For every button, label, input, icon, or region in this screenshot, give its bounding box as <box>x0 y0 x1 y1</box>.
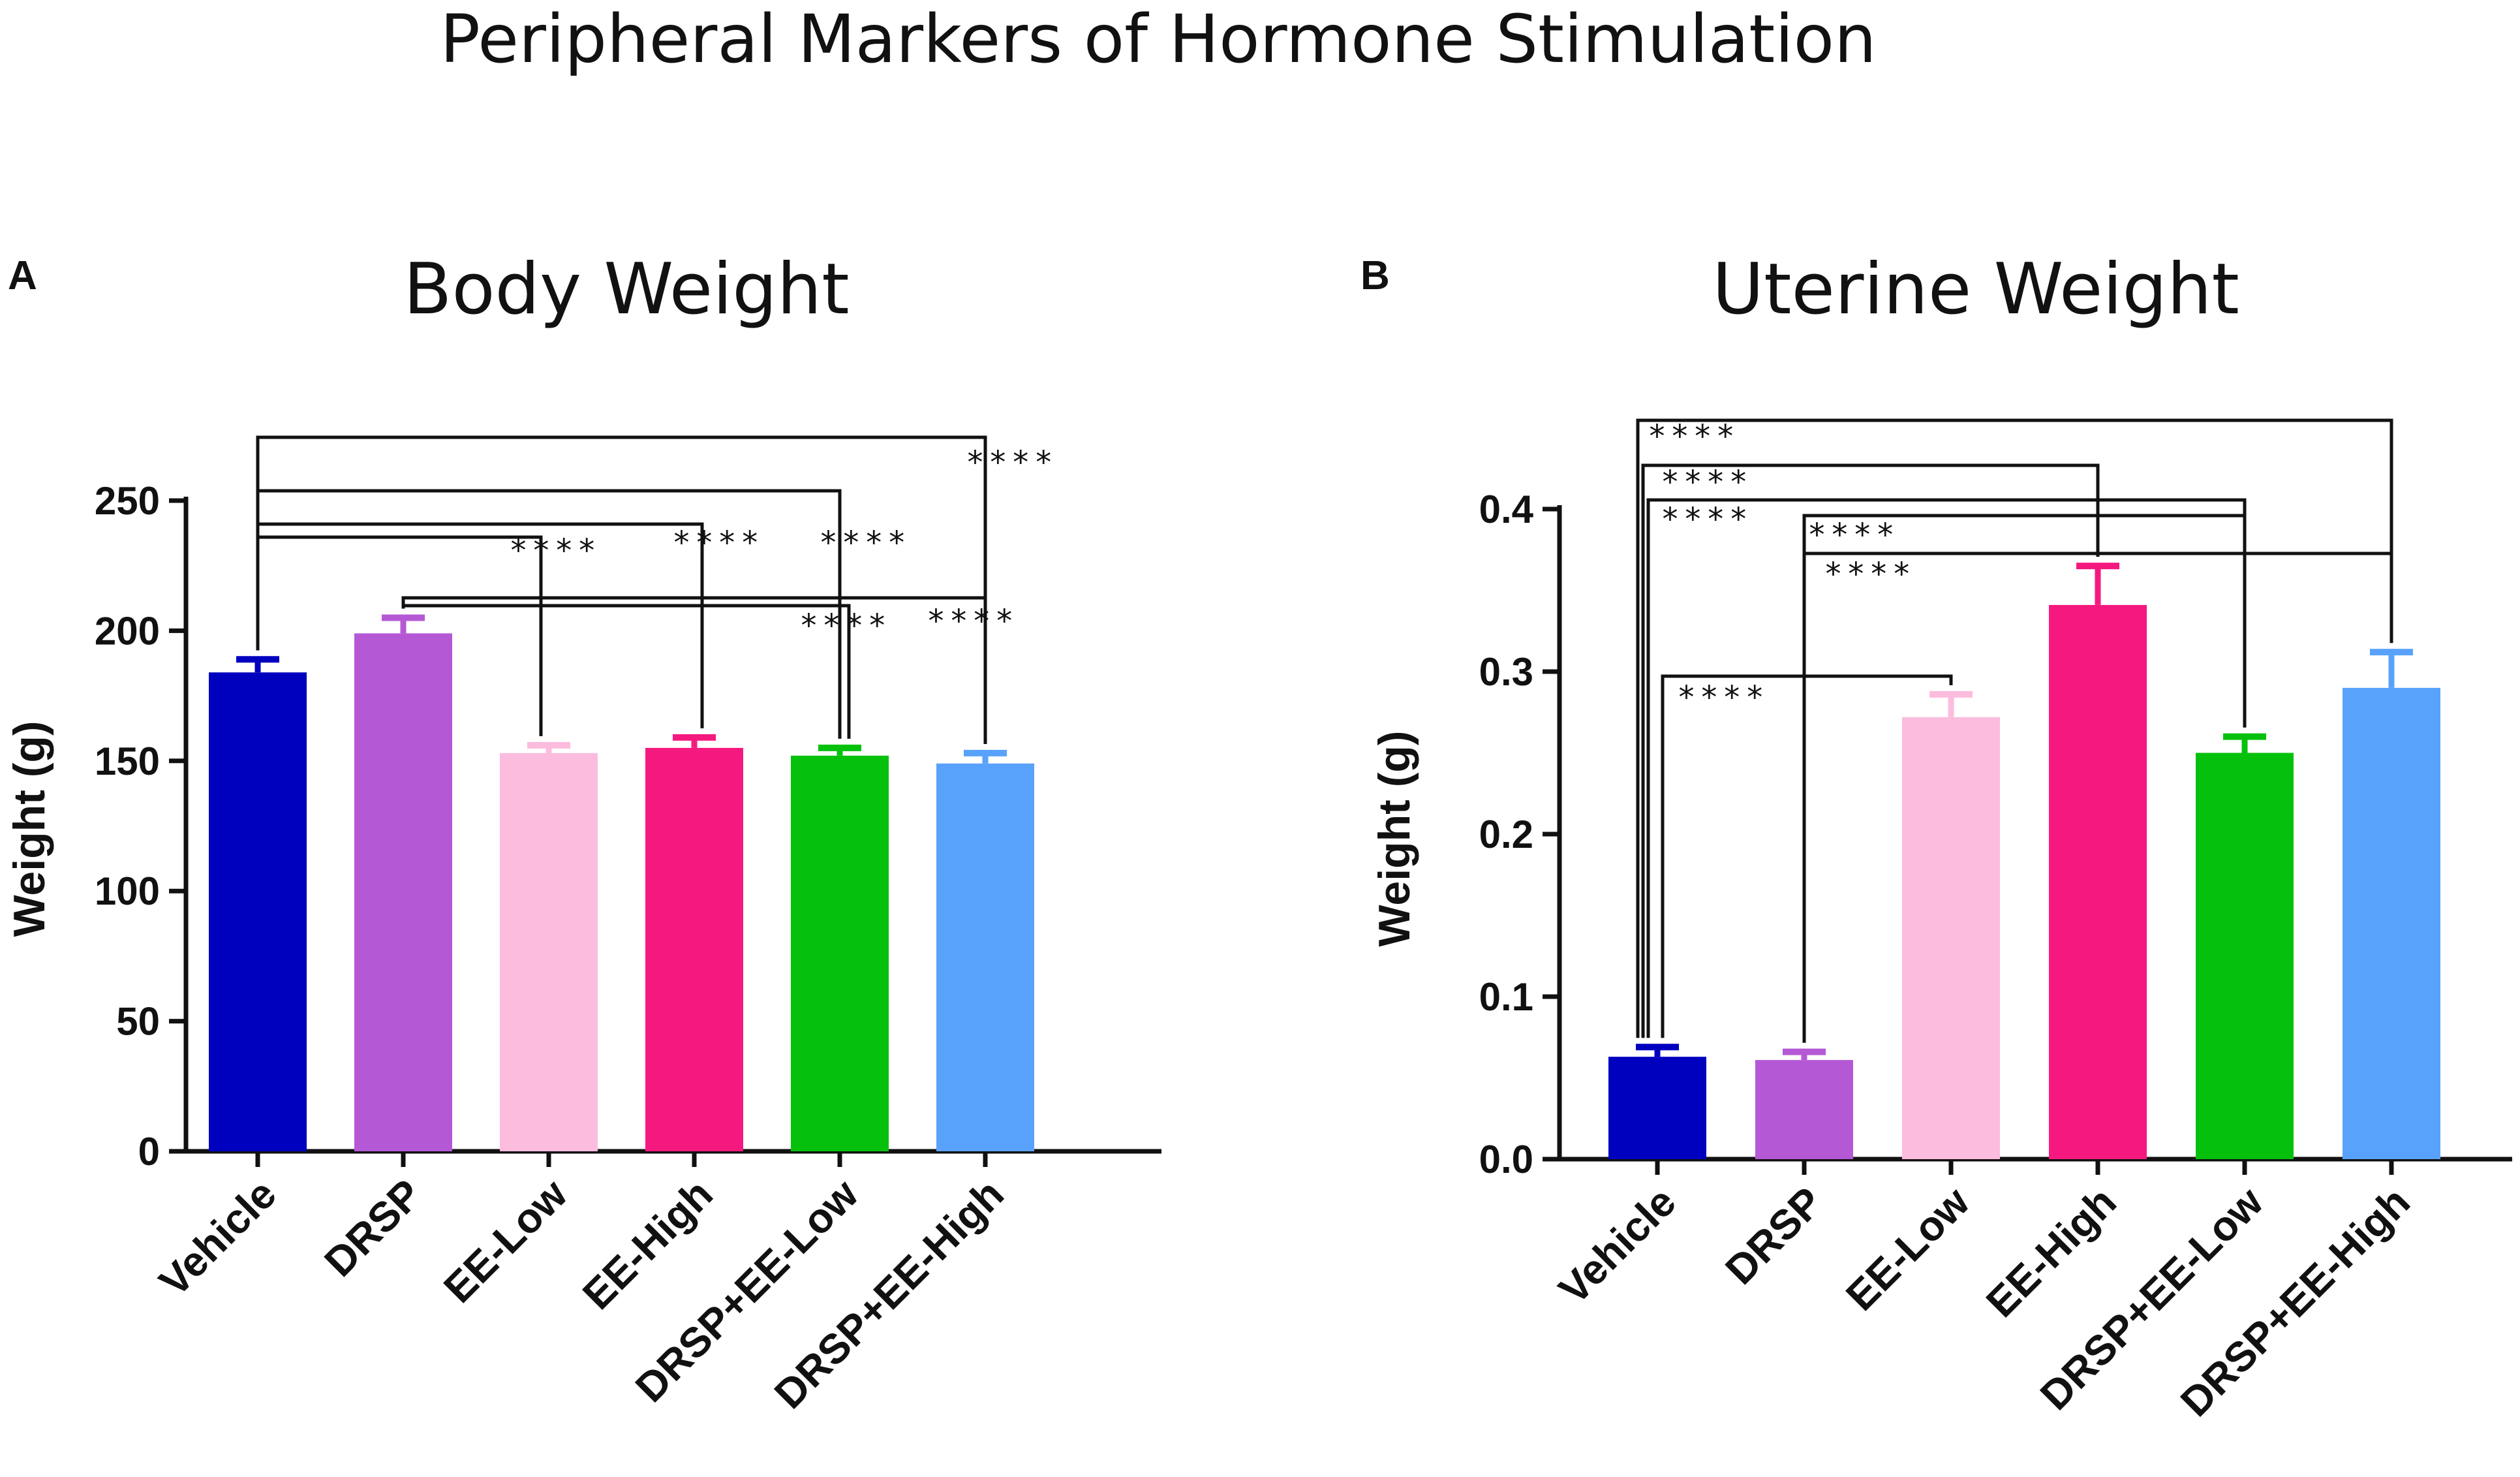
x-tick-label-vehicle: Vehicle <box>150 1170 285 1305</box>
y-axis-label: Weight (g) <box>1370 730 1419 946</box>
bracket-line <box>256 535 543 736</box>
x-tick-label-ee-low: EE-Low <box>435 1170 576 1312</box>
bracket-line <box>1802 514 2247 1043</box>
significance-label: **** <box>966 444 1057 481</box>
significance-label: **** <box>509 533 600 569</box>
y-axis-label: Weight (g) <box>5 721 54 937</box>
significance-label: **** <box>819 525 910 561</box>
significance-bracket: **** <box>1641 463 2100 1038</box>
x-tick-label-ee-high: EE-High <box>1977 1178 2125 1326</box>
bracket-line <box>1802 552 2393 1043</box>
bar-ee-high <box>2049 604 2147 1159</box>
x-tick-label-drsp: DRSP <box>1716 1178 1832 1294</box>
bar-drsp <box>1755 1060 1853 1159</box>
y-tick-label: 200 <box>95 609 160 653</box>
bar-drsp-ee-high <box>2343 687 2440 1159</box>
significance-label: **** <box>1677 679 1768 716</box>
significance-bracket: **** <box>1802 552 2393 1043</box>
bar-drsp-ee-high <box>936 763 1034 1151</box>
significance-bracket: **** <box>1661 674 1953 1038</box>
bar-drsp-ee-low <box>791 755 889 1151</box>
bracket-line <box>1641 463 2100 1038</box>
bracket-line <box>401 596 987 744</box>
y-tick-label: 0.1 <box>1479 975 1533 1019</box>
significance-bracket: **** <box>1636 418 2393 1038</box>
chart-title: Uterine Weight <box>1712 249 2239 330</box>
chart-title: Body Weight <box>403 249 849 330</box>
bar-ee-high <box>645 747 743 1151</box>
significance-label: **** <box>1807 517 1899 553</box>
x-tick-label-ee-low: EE-Low <box>1837 1178 1978 1320</box>
significance-bracket: **** <box>1802 514 2247 1043</box>
significance-label: **** <box>799 608 891 644</box>
bar-ee-low <box>1902 717 2000 1159</box>
bar-vehicle <box>1608 1057 1706 1159</box>
significance-label: **** <box>1648 418 1739 455</box>
y-tick-label: 0.2 <box>1479 813 1533 856</box>
significance-bracket: **** <box>401 604 891 739</box>
y-tick-label: 50 <box>116 1000 160 1044</box>
y-tick-label: 0.0 <box>1479 1138 1533 1181</box>
significance-label: **** <box>1824 556 1915 593</box>
significance-label: **** <box>1661 501 1752 538</box>
bracket-line <box>256 522 704 728</box>
significance-label: **** <box>672 525 763 561</box>
bracket-line <box>1661 674 1953 1038</box>
panel-letter: B <box>1360 253 1390 298</box>
significance-label: **** <box>1661 464 1752 501</box>
significance-bracket: **** <box>256 533 600 736</box>
y-tick-label: 0 <box>138 1130 160 1174</box>
bar-drsp-ee-low <box>2196 753 2294 1159</box>
significance-bracket: **** <box>401 596 1018 744</box>
y-tick-label: 250 <box>95 479 160 523</box>
y-tick-label: 0.4 <box>1479 488 1534 531</box>
bar-vehicle <box>209 672 307 1151</box>
y-tick-label: 0.3 <box>1479 650 1533 694</box>
x-tick-label-drsp: DRSP <box>315 1170 431 1286</box>
panel-b: B Uterine Weight Weight (g) 0.0 0.1 0.2 0.3 0.4… <box>1360 249 2512 1425</box>
x-tick-label-vehicle: Vehicle <box>1550 1178 1685 1313</box>
figure-title: Peripheral Markers of Hormone Stimulatio… <box>440 1 1876 78</box>
bar-drsp <box>354 633 452 1151</box>
y-tick-label: 150 <box>95 739 160 783</box>
y-tick-label: 100 <box>95 869 160 913</box>
panel-letter: A <box>8 253 37 298</box>
bar-ee-low <box>500 753 598 1151</box>
bracket-line <box>1636 418 2393 1038</box>
bracket-line <box>401 604 851 739</box>
significance-label: **** <box>927 603 1018 640</box>
panel-a: A Body Weight Weight (g) 0 50 100 150 200 250 Veh… <box>5 249 1161 1418</box>
x-tick-label-ee-high: EE-High <box>574 1170 722 1318</box>
